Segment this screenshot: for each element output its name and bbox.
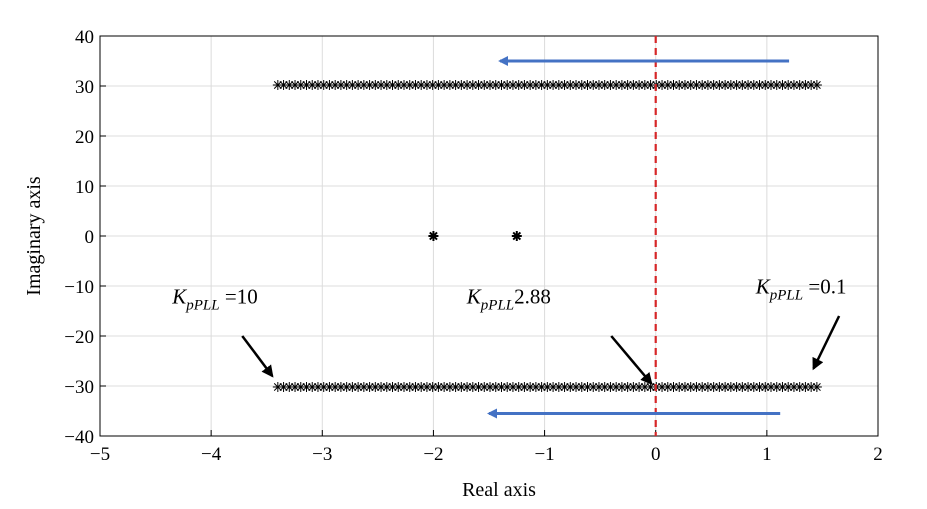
y-tick-label: −30 bbox=[64, 377, 94, 398]
y-axis-label: Imaginary axis bbox=[23, 176, 45, 296]
star-marker bbox=[341, 382, 352, 392]
x-tick-label: 1 bbox=[762, 444, 772, 465]
star-marker bbox=[393, 382, 404, 392]
y-tick-label: −20 bbox=[64, 327, 94, 348]
star-marker bbox=[548, 80, 559, 90]
star-marker bbox=[318, 80, 329, 90]
star-marker bbox=[748, 80, 759, 90]
x-tick-label: −4 bbox=[201, 444, 222, 465]
star-marker bbox=[376, 382, 387, 392]
star-marker bbox=[777, 382, 788, 392]
star-marker bbox=[800, 80, 811, 90]
star-marker bbox=[428, 231, 439, 241]
star-marker bbox=[511, 231, 522, 241]
star-marker bbox=[559, 80, 570, 90]
star-marker bbox=[593, 80, 604, 90]
star-marker bbox=[439, 80, 450, 90]
y-tick-label: −40 bbox=[64, 427, 94, 448]
star-marker bbox=[611, 382, 622, 392]
star-marker bbox=[490, 382, 501, 392]
star-marker bbox=[691, 382, 702, 392]
star-marker bbox=[272, 382, 283, 392]
star-marker bbox=[674, 382, 685, 392]
direction-arrows bbox=[487, 56, 790, 419]
star-marker bbox=[553, 80, 564, 90]
star-marker bbox=[576, 382, 587, 392]
star-marker bbox=[599, 382, 610, 392]
star-marker bbox=[444, 80, 455, 90]
star-marker bbox=[467, 382, 478, 392]
x-tick-label: 0 bbox=[651, 444, 661, 465]
star-marker bbox=[485, 382, 496, 392]
star-marker bbox=[450, 382, 461, 392]
star-marker bbox=[645, 80, 656, 90]
star-marker bbox=[685, 382, 696, 392]
star-marker bbox=[462, 382, 473, 392]
star-marker bbox=[301, 80, 312, 90]
star-marker bbox=[811, 382, 822, 392]
star-marker bbox=[714, 80, 725, 90]
x-tick-label: −5 bbox=[90, 444, 110, 465]
star-marker bbox=[783, 80, 794, 90]
star-marker bbox=[330, 382, 341, 392]
x-tick-label: 2 bbox=[873, 444, 883, 465]
x-tick-label: −1 bbox=[534, 444, 554, 465]
star-marker bbox=[404, 382, 415, 392]
star-marker bbox=[720, 80, 731, 90]
star-marker bbox=[559, 382, 570, 392]
star-marker bbox=[421, 80, 432, 90]
star-marker bbox=[467, 80, 478, 90]
star-marker bbox=[330, 80, 341, 90]
x-tick-label: −3 bbox=[312, 444, 332, 465]
gain-label: KpPLL =10 bbox=[171, 285, 257, 314]
star-marker bbox=[800, 382, 811, 392]
star-marker bbox=[582, 80, 593, 90]
star-marker bbox=[628, 80, 639, 90]
star-marker bbox=[530, 80, 541, 90]
star-marker bbox=[657, 382, 668, 392]
star-marker bbox=[536, 80, 547, 90]
x-axis-label: Real axis bbox=[462, 479, 536, 501]
gain-annotations: KpPLL =10 KpPLL2.88 KpPLL =0.1 bbox=[171, 275, 847, 386]
star-marker bbox=[616, 382, 627, 392]
star-marker bbox=[295, 382, 306, 392]
star-marker bbox=[616, 80, 627, 90]
star-marker bbox=[335, 382, 346, 392]
star-marker bbox=[416, 80, 427, 90]
y-tick-label: 40 bbox=[75, 27, 94, 48]
star-marker bbox=[691, 80, 702, 90]
star-marker bbox=[731, 382, 742, 392]
y-tick-label: 10 bbox=[75, 177, 94, 198]
star-marker bbox=[290, 80, 301, 90]
star-marker bbox=[507, 80, 518, 90]
star-marker bbox=[662, 382, 673, 392]
y-tick-label: 20 bbox=[75, 127, 94, 148]
star-marker bbox=[433, 382, 444, 392]
gain-label: KpPLL2.88 bbox=[466, 285, 551, 314]
data-markers bbox=[272, 80, 822, 392]
x-tick-label: −2 bbox=[423, 444, 443, 465]
gain-arrow bbox=[812, 315, 841, 371]
y-tick-label: 30 bbox=[75, 77, 94, 98]
star-marker bbox=[479, 80, 490, 90]
star-marker bbox=[542, 80, 553, 90]
star-marker bbox=[811, 80, 822, 90]
star-marker bbox=[765, 382, 776, 392]
star-marker bbox=[393, 80, 404, 90]
star-marker bbox=[548, 382, 559, 392]
y-tick-label: −10 bbox=[64, 277, 94, 298]
gain-arrow bbox=[610, 335, 653, 386]
grid bbox=[99, 35, 879, 437]
star-marker bbox=[444, 382, 455, 392]
star-marker bbox=[697, 80, 708, 90]
star-marker bbox=[806, 382, 817, 392]
gain-arrow bbox=[241, 335, 274, 378]
gain-label: KpPLL =0.1 bbox=[755, 275, 847, 304]
y-tick-label: 0 bbox=[85, 227, 95, 248]
